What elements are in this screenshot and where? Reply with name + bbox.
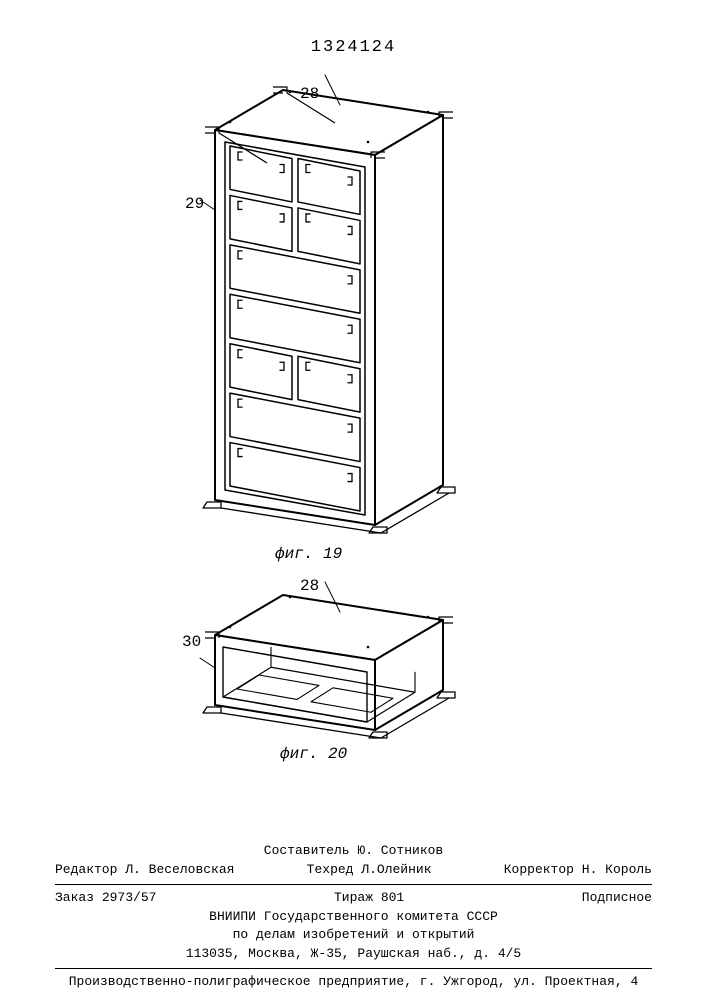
order-value: 2973/57 — [102, 890, 157, 905]
figure20-caption: фиг. 20 — [280, 745, 347, 763]
org-line2: по делам изобретений и открытий — [55, 926, 652, 945]
subscription: Подписное — [582, 889, 652, 908]
figures-svg — [130, 60, 550, 810]
compiler-label: Составитель — [264, 843, 350, 858]
techred-name: Л.Олейник — [361, 862, 431, 877]
compiler-name: Ю. Сотников — [357, 843, 443, 858]
techred-label: Техред — [307, 862, 354, 877]
printer-line: Производственно-полиграфическое предприя… — [55, 973, 652, 992]
lead-label-28-top: 28 — [300, 85, 319, 103]
editor-name: Л. Веселовская — [125, 862, 234, 877]
patent-number: 1324124 — [311, 38, 396, 57]
org-line1: ВНИИПИ Государственного комитета СССР — [55, 908, 652, 927]
tirazh-label: Тираж — [334, 890, 373, 905]
corrector-name: Н. Король — [582, 862, 652, 877]
lead-label-30: 30 — [182, 633, 201, 651]
lead-label-29: 29 — [185, 195, 204, 213]
lead-label-28-bot: 28 — [300, 577, 319, 595]
divider-1 — [55, 884, 652, 885]
tirazh-value: 801 — [381, 890, 404, 905]
figure19-caption: фиг. 19 — [275, 545, 342, 563]
corrector-label: Корректор — [504, 862, 574, 877]
order-label: Заказ — [55, 890, 94, 905]
footer-block: Составитель Ю. Сотников Редактор Л. Весе… — [55, 842, 652, 992]
editor-label: Редактор — [55, 862, 117, 877]
address1: 113035, Москва, Ж-35, Раушская наб., д. … — [55, 945, 652, 964]
divider-2 — [55, 968, 652, 969]
